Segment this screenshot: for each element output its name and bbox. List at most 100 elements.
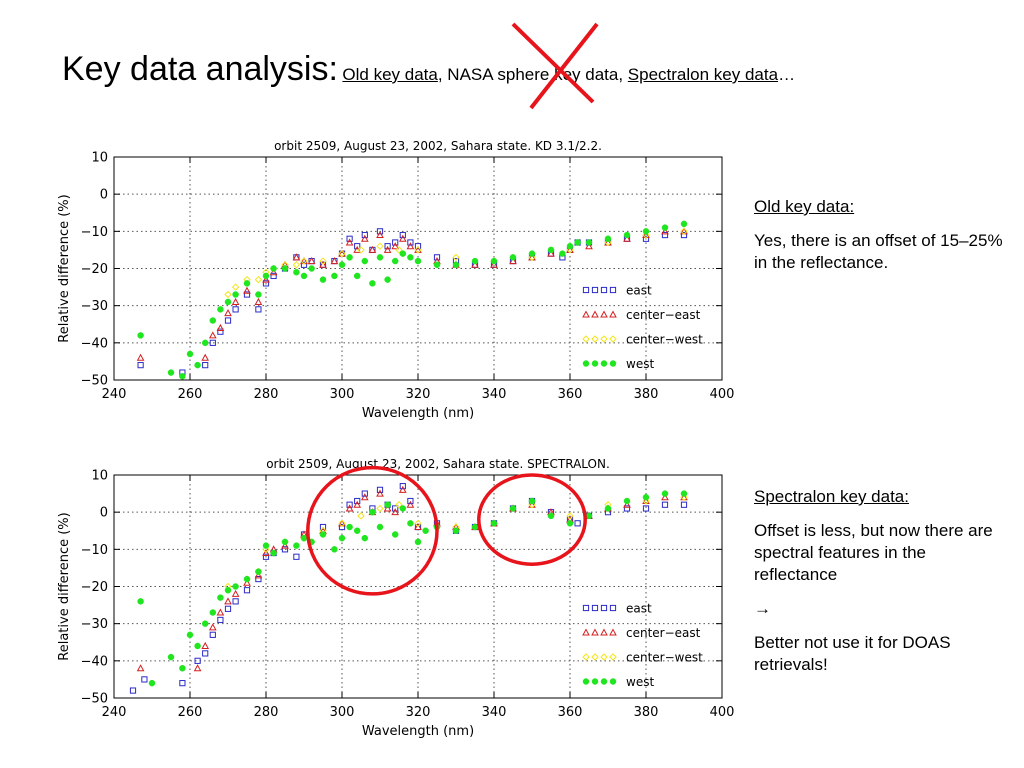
legend-marker xyxy=(582,678,590,685)
x-tick-label: 300 xyxy=(330,387,355,402)
data-point xyxy=(528,501,536,509)
data-point xyxy=(269,268,278,276)
data-point xyxy=(353,272,361,280)
data-point xyxy=(194,361,201,369)
data-point xyxy=(243,575,251,583)
data-point xyxy=(528,253,536,262)
data-point xyxy=(642,235,650,242)
legend-marker xyxy=(591,604,599,612)
data-point xyxy=(262,545,270,554)
data-point xyxy=(414,519,422,528)
data-point xyxy=(528,250,536,257)
data-point xyxy=(642,228,650,235)
data-point xyxy=(331,272,338,280)
title-option-spectralon[interactable]: Spectralon key data xyxy=(627,65,779,84)
arrow-right-icon: → xyxy=(754,599,771,618)
data-point xyxy=(433,261,441,269)
data-point xyxy=(232,598,239,605)
legend-label: center−west xyxy=(626,333,703,347)
data-point xyxy=(395,501,403,509)
y-tick-label: −20 xyxy=(81,262,108,277)
x-tick-label: 240 xyxy=(102,387,127,402)
data-point xyxy=(262,272,270,280)
data-point xyxy=(137,332,144,339)
data-point xyxy=(262,553,270,560)
data-point xyxy=(406,242,415,250)
data-point xyxy=(232,291,239,298)
data-point xyxy=(345,504,354,512)
data-point xyxy=(217,594,224,601)
data-point xyxy=(680,227,688,236)
data-point xyxy=(360,234,369,242)
data-point xyxy=(270,272,277,280)
data-point xyxy=(680,493,688,502)
series-east xyxy=(137,228,688,376)
data-point xyxy=(623,231,631,239)
data-point xyxy=(209,339,216,346)
data-point xyxy=(680,231,688,239)
data-point xyxy=(255,306,262,313)
data-point xyxy=(574,520,581,527)
data-point xyxy=(262,542,270,549)
data-point xyxy=(661,490,669,497)
data-point xyxy=(490,257,498,265)
legend-marker xyxy=(582,310,590,318)
data-point xyxy=(604,238,612,247)
data-point xyxy=(661,224,669,231)
data-point xyxy=(338,249,346,258)
data-point xyxy=(202,650,209,657)
data-point xyxy=(376,489,384,497)
y-axis-label: Relative difference (%) xyxy=(57,194,72,342)
data-point xyxy=(680,501,688,508)
data-point xyxy=(661,493,669,501)
legend-marker xyxy=(591,678,599,685)
data-point xyxy=(255,291,262,298)
data-point xyxy=(680,220,688,228)
data-point xyxy=(353,500,362,508)
data-point xyxy=(243,280,251,287)
legend-marker xyxy=(600,604,608,612)
data-point xyxy=(623,505,631,512)
x-tick-label: 380 xyxy=(634,387,659,402)
data-point xyxy=(384,243,391,250)
x-tick-label: 260 xyxy=(178,705,203,720)
title-option-old[interactable]: Old key data xyxy=(342,65,438,84)
legend-marker xyxy=(600,628,608,636)
x-tick-label: 320 xyxy=(406,387,431,402)
data-point xyxy=(217,306,224,313)
data-point xyxy=(642,505,650,512)
data-point xyxy=(623,234,631,242)
data-point xyxy=(509,505,517,512)
data-point xyxy=(179,680,186,687)
data-point xyxy=(376,504,384,513)
legend-marker xyxy=(609,286,617,294)
series-west xyxy=(137,220,688,380)
data-point xyxy=(216,323,225,331)
data-point xyxy=(201,641,210,649)
x-tick-label: 340 xyxy=(482,705,507,720)
data-point xyxy=(330,257,339,265)
data-point xyxy=(361,534,369,542)
data-point xyxy=(201,620,209,627)
x-tick-label: 280 xyxy=(254,705,279,720)
data-point xyxy=(141,676,148,683)
data-point xyxy=(217,616,224,624)
y-tick-label: −40 xyxy=(81,654,108,669)
data-point xyxy=(361,490,368,497)
data-point xyxy=(642,497,650,505)
data-point xyxy=(202,362,209,369)
note-old-key-data: Old key data: Yes, there is an offset of… xyxy=(754,196,1004,286)
data-point xyxy=(414,246,422,254)
data-point xyxy=(368,245,377,253)
data-point xyxy=(231,283,240,291)
title-separator: , xyxy=(618,65,628,84)
data-point xyxy=(338,534,346,542)
data-point xyxy=(376,228,384,235)
data-point xyxy=(232,583,239,590)
data-point xyxy=(399,231,406,239)
data-point xyxy=(292,253,301,261)
data-point xyxy=(137,362,144,369)
data-point xyxy=(414,243,422,250)
x-axis-label: Wavelength (nm) xyxy=(362,406,474,421)
data-point xyxy=(186,631,194,639)
